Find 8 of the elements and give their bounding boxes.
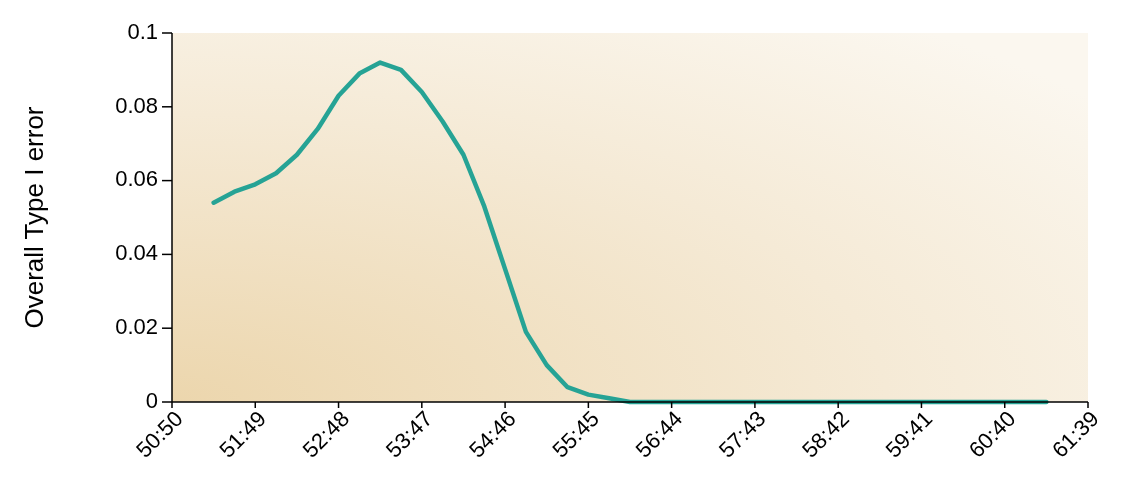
y-tick-label: 0 bbox=[145, 387, 158, 413]
y-axis-title: Overall Type I error bbox=[18, 106, 49, 329]
y-tick-label: 0.06 bbox=[115, 166, 158, 192]
y-tick-label: 0.04 bbox=[115, 240, 158, 266]
y-tick-label: 0.08 bbox=[115, 92, 158, 118]
y-tick-label: 0.02 bbox=[115, 314, 158, 340]
y-tick-label: 0.1 bbox=[127, 18, 158, 44]
line-series bbox=[211, 60, 1049, 405]
